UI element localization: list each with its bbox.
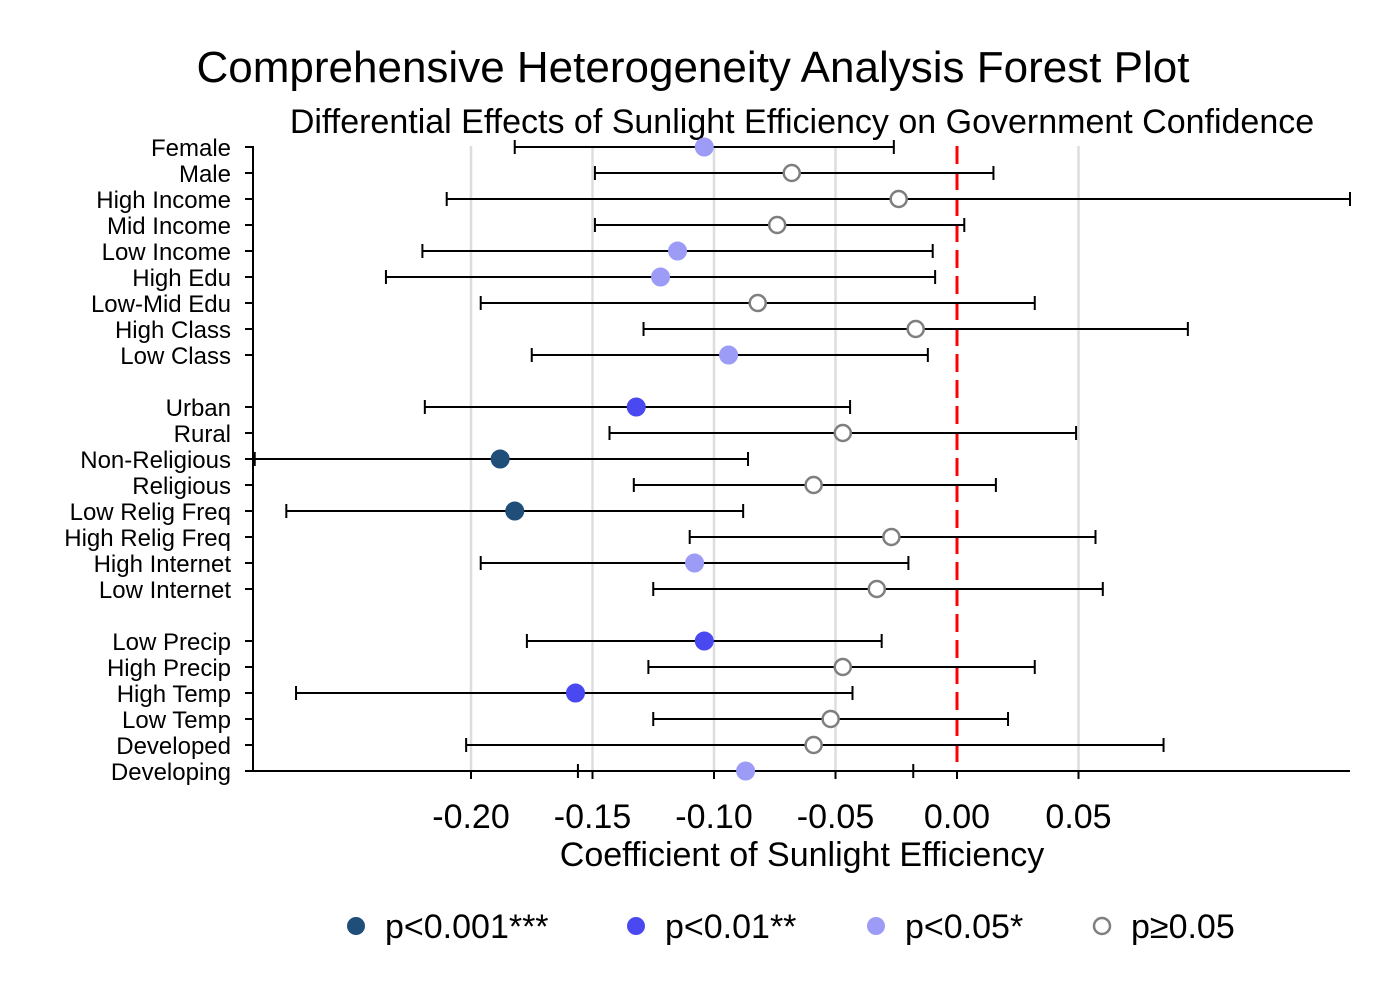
y-tick-label: Low Temp [122,707,231,734]
legend-item-p01: p<0.01** [627,908,796,946]
y-tick-label: Low Internet [99,577,231,604]
y-tick-label: High Precip [107,655,231,682]
legend-label: p<0.01** [665,908,796,946]
x-tick-label: 0.00 [924,798,990,836]
y-tick-label: High Internet [94,551,232,578]
y-tick-label: Mid Income [107,213,231,240]
legend-label: p<0.001*** [385,908,549,946]
point-estimate [490,449,510,469]
point-estimate [565,683,585,703]
y-tick-label: Developing [111,759,231,786]
point-estimate [651,267,671,287]
point-estimate [906,319,925,339]
y-tick-label: Urban [166,395,231,422]
point-estimate [833,657,853,677]
y-tick-label: Religious [132,473,231,500]
point-estimate [833,423,853,443]
point-estimates [490,137,925,781]
confidence-intervals [253,140,1351,778]
point-estimate [767,215,787,235]
y-tick-label: High Income [96,187,231,214]
point-estimate [782,163,802,183]
y-tick-label: Developed [116,733,231,760]
point-estimate [694,137,714,157]
y-tick-label: Low Precip [112,629,231,656]
point-estimate [694,631,714,651]
y-tick-label: Non-Religious [80,447,231,474]
point-estimate [668,241,688,261]
point-estimate [685,553,705,573]
legend-item-p05: p<0.05* [867,908,1023,946]
x-axis-ticks: -0.20 -0.15 -0.10 -0.05 0.00 0.05 [432,771,1112,836]
point-estimate [882,527,901,547]
y-tick-label: High Class [115,317,231,344]
x-tick-label: -0.15 [554,798,632,836]
y-tick-label: Female [151,135,231,162]
legend-label: p<0.05* [905,908,1023,946]
legend-marker [347,917,365,935]
point-estimate [804,475,823,495]
y-tick-label: High Relig Freq [64,525,231,552]
point-estimate [748,293,767,313]
point-estimate [821,709,840,729]
chart-subtitle: Differential Effects of Sunlight Efficie… [290,103,1314,141]
legend-marker [867,917,885,935]
point-estimate [867,579,887,599]
point-estimate [626,397,646,417]
y-tick-label: Low-Mid Edu [91,291,231,318]
legend-marker [627,917,645,935]
legend-marker [1092,916,1112,936]
point-estimate [804,735,823,755]
x-tick-label: 0.05 [1045,798,1111,836]
x-tick-label: -0.10 [675,798,753,836]
x-axis-title: Coefficient of Sunlight Efficiency [560,836,1044,874]
legend: p<0.001*** p<0.01** p<0.05* p≥0.05 [347,908,1235,946]
y-tick-label: High Edu [132,265,231,292]
legend-label: p≥0.05 [1131,908,1235,946]
y-tick-label: Low Class [120,343,231,370]
y-tick-label: Low Income [102,239,231,266]
point-estimate [736,761,756,781]
point-estimate [719,345,739,365]
y-tick-label: Male [179,161,231,188]
y-tick-label: Rural [174,421,231,448]
point-estimate [889,189,908,209]
chart-title: Comprehensive Heterogeneity Analysis For… [197,43,1190,92]
x-tick-label: -0.05 [797,798,875,836]
legend-item-p001: p<0.001*** [347,908,549,946]
y-tick-label: Low Relig Freq [70,499,231,526]
legend-item-ns: p≥0.05 [1092,908,1235,946]
y-tick-label: High Temp [117,681,231,708]
x-tick-label: -0.20 [432,798,510,836]
point-estimate [505,501,525,521]
